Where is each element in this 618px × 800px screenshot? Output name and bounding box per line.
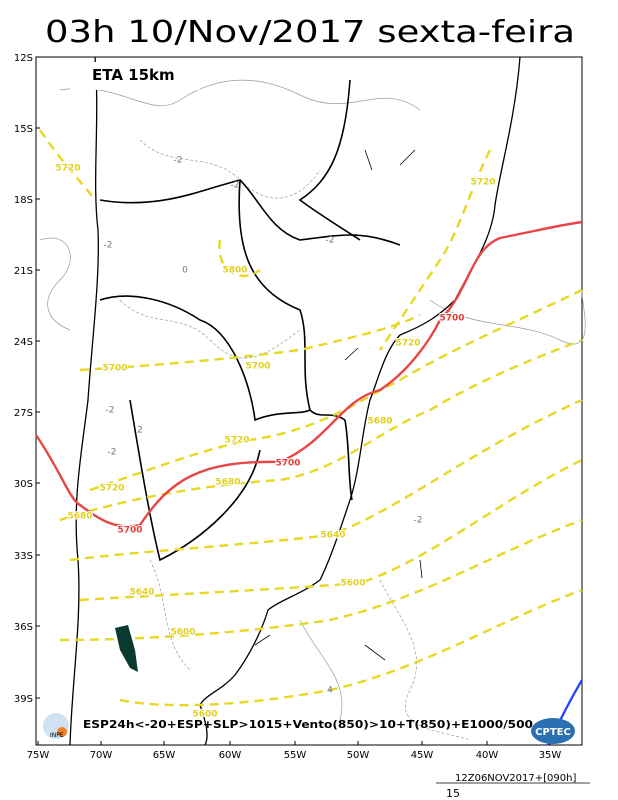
contour-label: 5720	[470, 178, 495, 188]
field-contour	[119, 299, 301, 359]
contour-label: 5640	[320, 531, 345, 541]
field-label: -2	[104, 241, 113, 251]
field-contour	[39, 237, 71, 331]
thickness-contour	[59, 518, 583, 642]
field-label: -2	[174, 156, 183, 166]
footer-number: 15	[446, 787, 460, 800]
thickness-contour-5700	[35, 220, 583, 528]
contour-label: 5720	[224, 436, 249, 446]
lon-label: 65W	[153, 750, 176, 761]
contour-label: 5800	[222, 266, 247, 276]
thickness-contour	[59, 338, 583, 522]
lon-label: 55W	[284, 750, 307, 761]
caption: ESP24h<-20+ESP+SLP>1015+Vento(850)>10+T(…	[83, 719, 533, 731]
thickness-contour	[79, 458, 583, 602]
contour-label: 5640	[129, 588, 154, 598]
field-label: 2	[137, 426, 143, 436]
contour-label: 5700	[117, 526, 142, 536]
contour-label: 5720	[55, 164, 80, 174]
border	[99, 179, 401, 246]
field-label: -2	[414, 516, 423, 526]
field-label: 0	[182, 266, 188, 276]
lat-label: 30S	[14, 479, 33, 490]
contour-label: 5600	[192, 710, 217, 720]
run-label: 12Z06NOV2017+[090h]	[455, 773, 576, 784]
lon-label: 70W	[90, 750, 113, 761]
anomaly-area	[115, 625, 138, 672]
field-label: 4	[327, 686, 333, 696]
contour-label: 5700	[245, 362, 270, 372]
map-title: 03h 10/Nov/2017 sexta-feira	[45, 15, 575, 50]
lat-label: 27S	[14, 408, 33, 419]
lon-label: 75W	[27, 750, 50, 761]
map-area	[35, 56, 586, 746]
lon-label: 45W	[411, 750, 434, 761]
contour-label: 5720	[99, 484, 124, 494]
lon-label: 60W	[219, 750, 242, 761]
lon-labels: 75W 70W 65W 60W 55W 50W 45W 40W 35W	[27, 741, 562, 761]
contour-label: 5720	[395, 339, 420, 349]
border	[129, 399, 261, 562]
border	[298, 79, 361, 241]
field-label: -2	[326, 236, 335, 246]
lat-label: 33S	[14, 551, 33, 562]
lat-label: 24S	[14, 337, 33, 348]
lat-labels: 12S 15S 18S 21S 24S 27S 30S 33S 36S 39S	[14, 53, 40, 705]
field-contour	[139, 139, 321, 199]
thickness-contour	[119, 588, 583, 707]
lat-label: 12S	[14, 53, 33, 64]
thickness-contour	[39, 129, 96, 201]
field-label: -2	[106, 406, 115, 416]
inpe-logo-dot	[57, 727, 67, 737]
contour-label: 5680	[367, 417, 392, 427]
cptec-label: CPTEC	[535, 727, 571, 738]
model-box	[70, 62, 200, 90]
contour-label: 5600	[340, 579, 365, 589]
field-contour	[429, 289, 586, 345]
thickness-contour	[379, 149, 492, 351]
thickness-contour	[69, 398, 583, 562]
contour-label: 5700	[102, 364, 127, 374]
model-label: ETA 15km	[92, 66, 175, 84]
border	[344, 419, 353, 501]
map-frame	[35, 56, 583, 746]
field-contour	[149, 559, 191, 671]
contour-label: 5680	[215, 478, 240, 488]
lat-label: 39S	[14, 694, 33, 705]
lon-label: 35W	[539, 750, 562, 761]
contour-label: 5680	[67, 512, 92, 522]
inpe-label: INPE	[50, 732, 64, 739]
lat-label: 15S	[14, 124, 33, 135]
lon-label: 50W	[347, 750, 370, 761]
lon-label: 40W	[476, 750, 499, 761]
lat-label: 18S	[14, 195, 33, 206]
thickness-contour	[79, 313, 421, 372]
border	[238, 179, 346, 421]
thickness-contour	[218, 239, 261, 278]
field-labels: -2 -2 0 -2 -2 -2 2 -2 4 -2	[104, 156, 423, 696]
field-label: -2	[231, 181, 240, 191]
field-contour	[59, 79, 421, 111]
field-contour	[299, 619, 343, 721]
contour-labels: 5720 5720 5800 5700 5720 5700 5700 5680 5720 5700…	[54, 163, 496, 721]
contour-label: 5600	[170, 628, 195, 638]
wind-vectors	[254, 149, 423, 661]
coastline	[69, 56, 99, 746]
contour-label: 5700	[439, 314, 464, 324]
field-label: -2	[108, 448, 117, 458]
cptec-logo	[531, 718, 575, 744]
contour-label: 5700	[275, 459, 300, 469]
lat-label: 21S	[14, 266, 33, 277]
lat-label: 36S	[14, 622, 33, 633]
border	[99, 295, 311, 422]
coastline	[199, 56, 521, 746]
